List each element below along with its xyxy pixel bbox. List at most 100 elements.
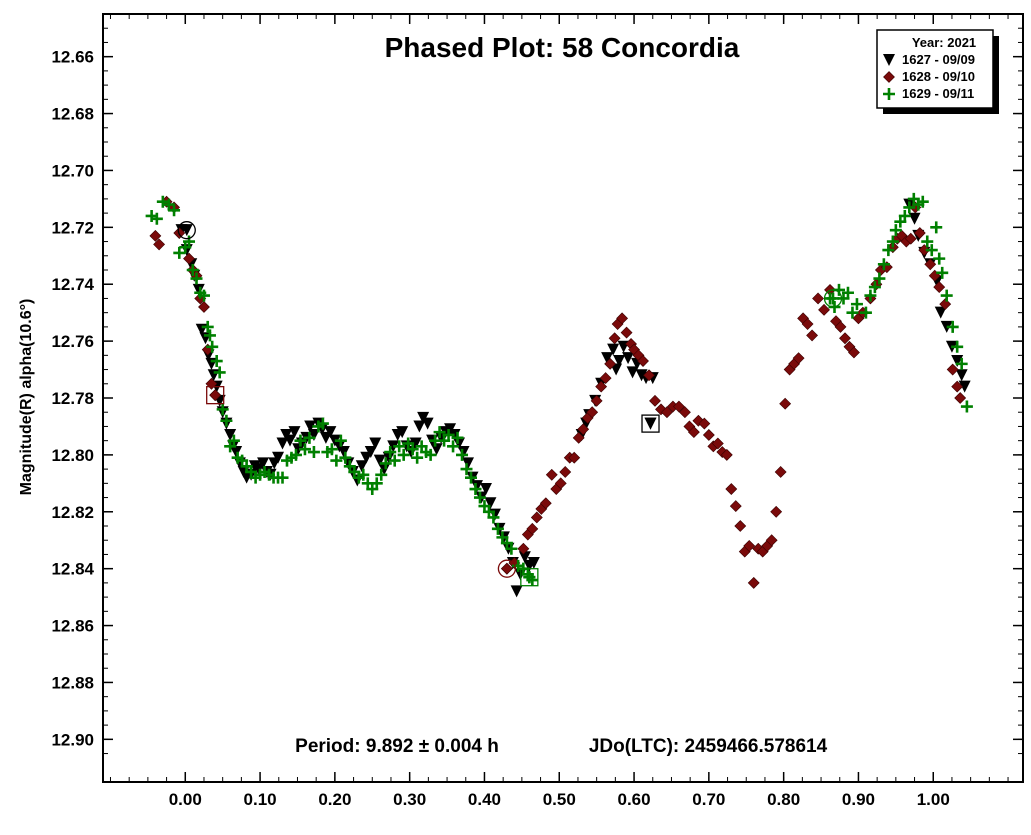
data-point [951,340,964,353]
data-point [930,221,943,234]
data-point [818,303,830,316]
y-tick-label: 12.78 [51,389,94,408]
data-point [411,451,424,464]
data-point [283,434,296,447]
highlight-point [644,417,657,430]
data-point [801,318,814,330]
data-point [424,448,437,461]
data-point [457,446,470,459]
data-point [339,451,352,464]
data-point [294,434,307,447]
highlight-circle [177,221,196,240]
data-point [397,448,410,461]
x-axis: 0.00 0.10 0.20 0.30 0.40 0.50 0.60 0.70 0.80 0.90… [109,14,1009,809]
data-point [601,352,614,365]
data-point [469,483,482,496]
data-point [183,235,196,248]
data-point [192,283,205,296]
x-tick-label: 0.60 [618,790,651,809]
y-tick-label: 12.82 [51,503,94,522]
highlight-point [180,224,193,237]
data-point [946,363,959,376]
data-point [453,437,466,450]
legend-items: 1627 - 09/09 1628 - 09/10 1629 - 09/11 [883,52,975,101]
data-point [216,403,229,416]
y-axis: 12.66 12.68 12.70 12.72 12.74 12.76 12.78 12.80… [51,27,1023,755]
data-point [792,352,805,365]
data-point [955,369,968,382]
data-point [168,204,181,217]
data-point [806,329,818,342]
y-tick-label: 12.66 [51,48,94,67]
data-point [673,400,685,413]
data-point [568,451,581,464]
data-point [396,426,409,439]
data-point [608,332,621,345]
data-point [577,423,590,436]
data-point [190,272,203,285]
data-point [393,440,406,453]
data-point [637,355,649,367]
x-tick-label: 0.90 [842,790,875,809]
data-point [186,264,199,276]
data-point [951,355,964,368]
data-point [936,266,949,279]
data-point [413,420,426,433]
data-point [276,437,289,450]
data-point [369,437,382,450]
y-tick-label: 12.88 [51,673,94,692]
highlight-point [209,389,222,402]
data-point [743,539,756,552]
data-point [304,420,317,433]
data-point [886,235,899,248]
data-point [873,272,886,285]
data-point [572,431,585,444]
data-point [210,355,223,368]
data-point [925,244,938,257]
data-point [539,497,552,510]
data-point [916,195,929,208]
data-point [197,289,210,302]
data-point [183,252,195,265]
data-point [375,468,388,481]
x-tick-label: 0.20 [318,790,351,809]
data-point [622,352,635,365]
data-point [924,258,937,271]
data-point [774,466,787,478]
legend-label-1: 1627 - 09/09 [902,52,975,67]
data-point [626,366,639,379]
data-point [770,505,783,518]
data-point [765,534,778,547]
data-point [307,428,320,441]
data-point [484,497,497,510]
x-tick-label: 0.80 [767,790,800,809]
y-tick-label: 12.84 [51,560,94,579]
data-point [960,400,973,413]
data-point [303,431,316,444]
data-point [848,346,860,359]
y-tick-label: 12.68 [51,105,94,124]
data-point [850,298,863,311]
data-point [276,471,289,484]
legend: Year: 2021 1627 - 09/09 1628 - 09/10 1629 … [876,29,999,114]
data-point [834,320,847,333]
data-point [373,454,386,467]
data-point [940,289,953,302]
series-3 [145,192,973,587]
data-point [841,286,854,299]
data-point [379,457,392,470]
highlight-circle [497,559,517,578]
data-point [908,212,921,225]
data-point [298,443,311,456]
data-point [227,434,240,447]
data-point [934,306,947,319]
data-point [173,246,186,259]
data-point [388,454,401,467]
data-point [846,306,859,319]
data-point [904,232,917,245]
y-tick-label: 12.70 [51,161,94,180]
y-tick-label: 12.76 [51,332,94,351]
data-point [526,522,539,535]
data-point [206,340,219,353]
